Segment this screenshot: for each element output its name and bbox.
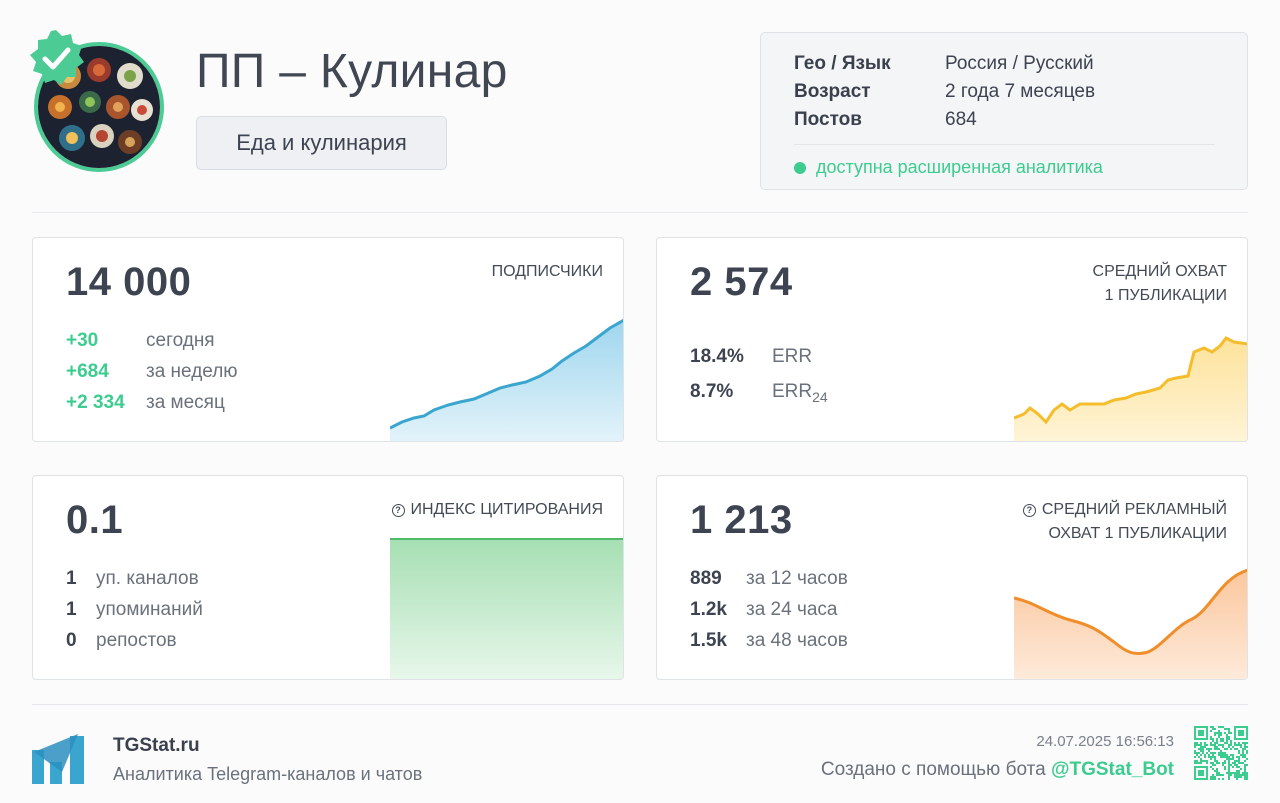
bot-link[interactable]: @TGStat_Bot <box>1050 759 1174 780</box>
ad-reach-card: 1 213 ? СРЕДНИЙ РЕКЛАМНЫЙ ОХВАТ 1 ПУБЛИКА… <box>656 475 1248 680</box>
created-prefix: Создано с помощью бота <box>820 759 1051 780</box>
stat-text-sub: 24 <box>812 388 828 405</box>
stat-num: 1 <box>66 568 77 589</box>
subscribers-label: ПОДПИСЧИКИ <box>491 263 603 280</box>
help-icon[interactable]: ? <box>1022 504 1036 517</box>
stat-reposts: 0 репостов <box>66 630 177 652</box>
stat-text: репостов <box>96 630 177 651</box>
stat-num: +684 <box>66 361 109 382</box>
stat-num: 889 <box>690 568 722 589</box>
stat-text: за месяц <box>146 392 225 413</box>
divider <box>32 704 1248 705</box>
stat-12h: 889 за 12 часов <box>690 568 848 590</box>
reach-label-line1: СРЕДНИЙ ОХВАТ <box>1092 263 1227 280</box>
help-icon[interactable]: ? <box>391 504 405 517</box>
stat-today: +30 сегодня <box>66 330 215 352</box>
stat-text: за неделю <box>146 361 238 382</box>
reach-label: СРЕДНИЙ ОХВАТ 1 ПУБЛИКАЦИИ <box>1093 260 1227 308</box>
stat-mentions: 1 упоминаний <box>66 599 203 621</box>
reach-sparkline <box>1014 336 1247 441</box>
stat-num: 1 <box>66 599 77 620</box>
analytics-text: доступна расширенная аналитика <box>816 157 1103 177</box>
divider <box>794 144 1215 145</box>
citation-value: 0.1 <box>66 498 124 542</box>
stat-text: ERR <box>772 346 813 367</box>
stat-text: упоминаний <box>96 599 203 620</box>
info-value: 2 года 7 месяцев <box>945 81 1096 102</box>
brand-tagline: Аналитика Telegram-каналов и чатов <box>113 764 423 784</box>
stat-text-main: ERR <box>772 381 813 402</box>
divider <box>32 212 1248 213</box>
info-row-age: Возраст 2 года 7 месяцев <box>794 81 1095 103</box>
reach-card: 2 574 СРЕДНИЙ ОХВАТ 1 ПУБЛИКАЦИИ 18.4% E… <box>656 237 1248 442</box>
stat-text: за 12 часов <box>746 568 848 589</box>
citation-label: ? ИНДЕКС ЦИТИРОВАНИЯ <box>391 498 604 522</box>
ad-reach-label: ? СРЕДНИЙ РЕКЛАМНЫЙ ОХВАТ 1 ПУБЛИКАЦИИ <box>1022 498 1227 546</box>
category-tag[interactable]: Еда и кулинария <box>196 116 447 170</box>
brand-name[interactable]: TGStat.ru <box>113 735 200 756</box>
stat-err: 18.4% ERR <box>690 346 812 368</box>
info-key: Возраст <box>794 81 871 102</box>
reach-label-line2: 1 ПУБЛИКАЦИИ <box>1104 287 1227 304</box>
stat-text: сегодня <box>146 330 215 351</box>
stat-month: +2 334 за месяц <box>66 392 225 414</box>
stat-num: 1.2k <box>690 599 727 620</box>
subscribers-value: 14 000 <box>66 260 192 304</box>
info-value: Россия / Русский <box>945 53 1094 74</box>
stat-num: 18.4% <box>690 346 744 367</box>
citation-card: 0.1 ? ИНДЕКС ЦИТИРОВАНИЯ 1 уп. каналов 1 … <box>32 475 624 680</box>
stat-text: уп. каналов <box>96 568 199 589</box>
stat-num: 8.7% <box>690 381 734 402</box>
stat-num: +30 <box>66 330 99 351</box>
ad-reach-value: 1 213 <box>690 498 793 542</box>
status-dot-icon <box>794 161 806 174</box>
ad-reach-label-line1: СРЕДНИЙ РЕКЛАМНЫЙ <box>1041 501 1227 518</box>
citation-sparkline <box>390 538 623 679</box>
ad-reach-sparkline <box>1014 568 1247 679</box>
timestamp: 24.07.2025 16:56:13 <box>1036 733 1174 750</box>
ad-reach-label-line2: ОХВАТ 1 ПУБЛИКАЦИИ <box>1048 525 1227 542</box>
subscribers-card: 14 000 ПОДПИСЧИКИ +30 сегодня +684 за не… <box>32 237 624 442</box>
stat-num: 1.5k <box>690 630 727 651</box>
stat-text: за 24 часа <box>746 599 838 620</box>
info-row-geo: Гео / Язык Россия / Русский <box>794 53 1094 75</box>
info-row-posts: Постов 684 <box>794 109 977 131</box>
stat-channels: 1 уп. каналов <box>66 568 199 590</box>
channel-title: ПП – Кулинар <box>196 45 508 98</box>
reach-value: 2 574 <box>690 260 793 304</box>
stat-24h: 1.2k за 24 часа <box>690 599 838 621</box>
info-panel: Гео / Язык Россия / Русский Возраст 2 го… <box>760 32 1248 190</box>
stat-num: 0 <box>66 630 77 651</box>
created-by: Создано с помощью бота @TGStat_Bot <box>821 759 1174 781</box>
stat-week: +684 за неделю <box>66 361 238 383</box>
info-value: 684 <box>945 109 977 130</box>
citation-label-text: ИНДЕКС ЦИТИРОВАНИЯ <box>410 501 604 518</box>
info-key: Гео / Язык <box>794 53 891 74</box>
tgstat-logo-icon <box>32 732 88 788</box>
stat-text: ERR24 <box>772 381 828 405</box>
info-key: Постов <box>794 109 862 130</box>
verified-badge-icon <box>26 28 86 88</box>
stat-48h: 1.5k за 48 часов <box>690 630 848 652</box>
stat-num: +2 334 <box>66 392 125 413</box>
stat-text: за 48 часов <box>746 630 848 651</box>
extended-analytics-status: доступна расширенная аналитика <box>794 157 1103 178</box>
subscribers-sparkline <box>390 318 623 441</box>
qr-code-icon <box>1194 726 1248 780</box>
stat-err24: 8.7% ERR24 <box>690 381 828 405</box>
